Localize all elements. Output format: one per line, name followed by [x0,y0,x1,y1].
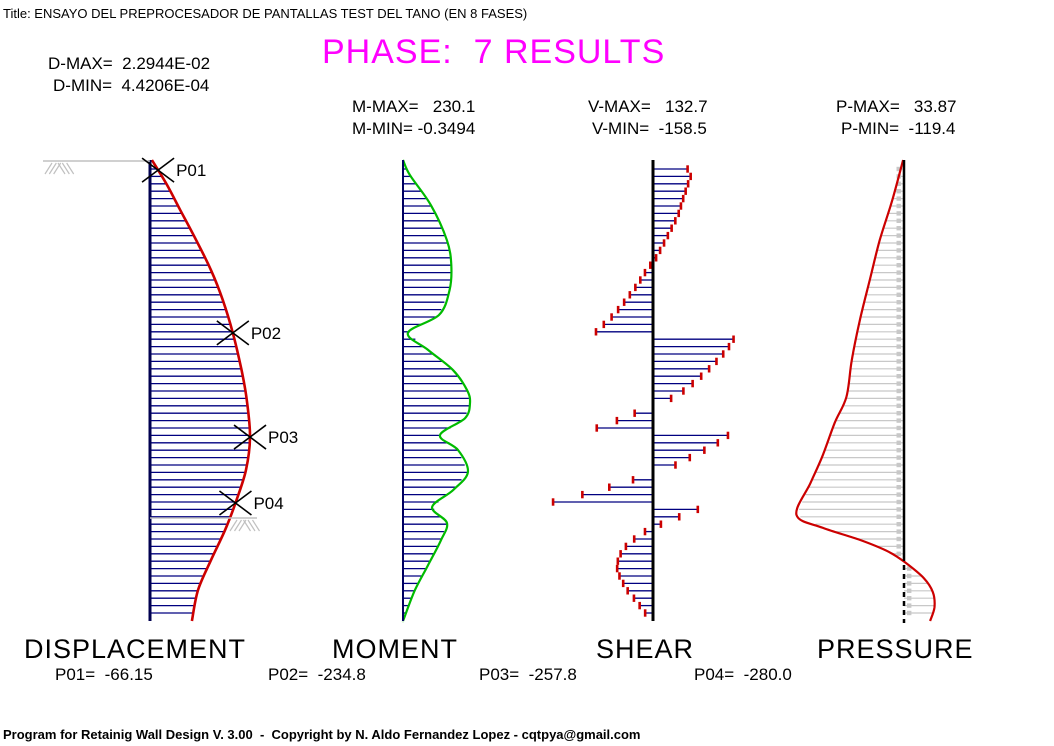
moment-diagram [401,159,472,623]
anchor-result-p01: P01= -66.15 [55,665,153,684]
anchor-result-p03: P03= -257.8 [479,665,577,684]
anchor-result-p04: P04= -280.0 [694,665,792,684]
marker-label-P01: P01 [176,161,206,180]
pressure-curve [795,159,936,622]
marker-label-P04: P04 [253,494,283,513]
label-pressure: PRESSURE [817,634,974,664]
report-title: Title: ENSAYO DEL PREPROCESADOR DE PANTA… [3,6,528,21]
moment-curve [401,159,472,623]
marker-label-P02: P02 [251,324,281,343]
phase-heading: PHASE: 7 RESULTS [322,33,666,71]
stat-d-min: D-MIN= 4.4206E-04 [53,76,210,95]
marker-label-P03: P03 [268,428,298,447]
shear-diagram [551,160,735,621]
stat-v-max: V-MAX= 132.7 [588,97,708,116]
stat-p-max: P-MAX= 33.87 [836,97,957,116]
displacement-diagram: P01 P02 P03 P04 [43,157,298,622]
displacement-curve [150,159,252,622]
stat-p-min: P-MIN= -119.4 [841,119,956,138]
stat-d-max: D-MAX= 2.2944E-02 [48,54,211,73]
pressure-diagram [795,159,936,623]
label-displacement: DISPLACEMENT [24,634,247,664]
stat-m-min: M-MIN= -0.3494 [352,119,476,138]
label-shear: SHEAR [596,634,695,664]
stat-m-max: M-MAX= 230.1 [352,97,476,116]
label-moment: MOMENT [332,634,458,664]
anchor-result-p02: P02= -234.8 [268,665,366,684]
stat-v-min: V-MIN= -158.5 [592,119,707,138]
footer-copyright: Program for Retainig Wall Design V. 3.00… [3,727,641,742]
